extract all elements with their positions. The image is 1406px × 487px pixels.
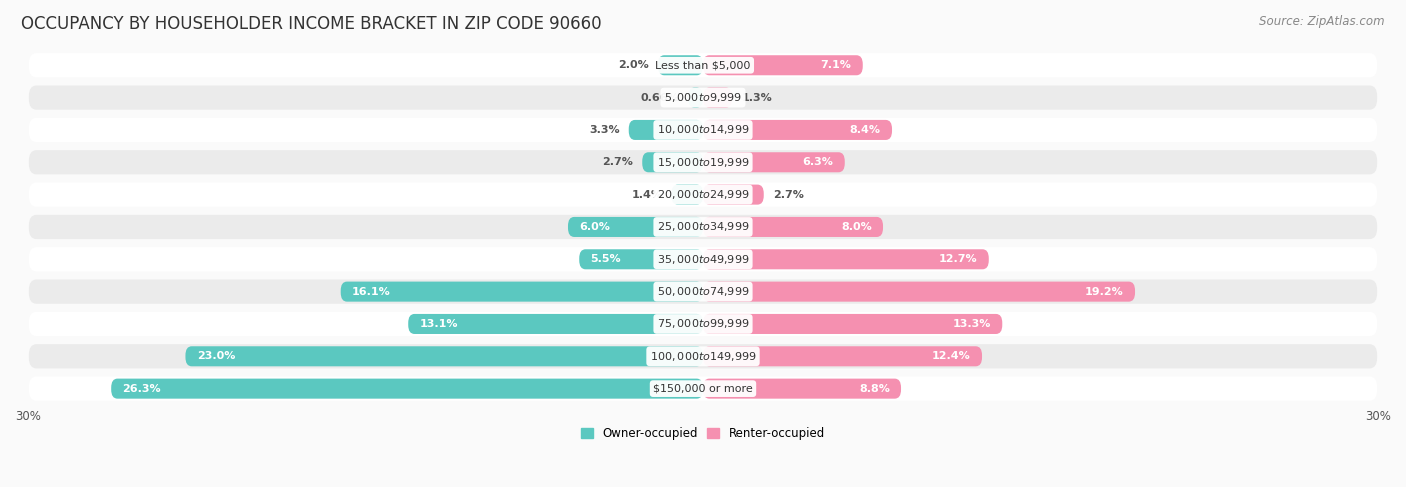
- FancyBboxPatch shape: [688, 88, 703, 108]
- Text: 13.1%: 13.1%: [419, 319, 458, 329]
- Text: $75,000 to $99,999: $75,000 to $99,999: [657, 318, 749, 331]
- Text: 2.7%: 2.7%: [773, 189, 804, 200]
- Text: 13.3%: 13.3%: [953, 319, 991, 329]
- Text: 1.4%: 1.4%: [631, 189, 662, 200]
- FancyBboxPatch shape: [30, 215, 1376, 239]
- FancyBboxPatch shape: [30, 183, 1376, 207]
- Text: 23.0%: 23.0%: [197, 351, 235, 361]
- FancyBboxPatch shape: [703, 217, 883, 237]
- Text: $25,000 to $34,999: $25,000 to $34,999: [657, 221, 749, 233]
- FancyBboxPatch shape: [672, 185, 703, 205]
- Text: 6.0%: 6.0%: [579, 222, 610, 232]
- FancyBboxPatch shape: [628, 120, 703, 140]
- Text: Source: ZipAtlas.com: Source: ZipAtlas.com: [1260, 15, 1385, 28]
- Text: $20,000 to $24,999: $20,000 to $24,999: [657, 188, 749, 201]
- Text: $15,000 to $19,999: $15,000 to $19,999: [657, 156, 749, 169]
- FancyBboxPatch shape: [703, 88, 733, 108]
- FancyBboxPatch shape: [568, 217, 703, 237]
- Text: 26.3%: 26.3%: [122, 384, 162, 393]
- Legend: Owner-occupied, Renter-occupied: Owner-occupied, Renter-occupied: [576, 423, 830, 445]
- FancyBboxPatch shape: [30, 118, 1376, 142]
- Text: $100,000 to $149,999: $100,000 to $149,999: [650, 350, 756, 363]
- FancyBboxPatch shape: [703, 281, 1135, 301]
- FancyBboxPatch shape: [30, 247, 1376, 271]
- Text: $5,000 to $9,999: $5,000 to $9,999: [664, 91, 742, 104]
- Text: $35,000 to $49,999: $35,000 to $49,999: [657, 253, 749, 266]
- FancyBboxPatch shape: [703, 314, 1002, 334]
- Text: 3.3%: 3.3%: [589, 125, 620, 135]
- FancyBboxPatch shape: [30, 376, 1376, 401]
- FancyBboxPatch shape: [703, 55, 863, 75]
- FancyBboxPatch shape: [658, 55, 703, 75]
- FancyBboxPatch shape: [703, 346, 981, 366]
- FancyBboxPatch shape: [30, 280, 1376, 304]
- Text: 16.1%: 16.1%: [352, 287, 391, 297]
- Text: Less than $5,000: Less than $5,000: [655, 60, 751, 70]
- FancyBboxPatch shape: [30, 53, 1376, 77]
- FancyBboxPatch shape: [30, 312, 1376, 336]
- FancyBboxPatch shape: [579, 249, 703, 269]
- FancyBboxPatch shape: [703, 378, 901, 399]
- FancyBboxPatch shape: [186, 346, 703, 366]
- Text: 19.2%: 19.2%: [1085, 287, 1123, 297]
- FancyBboxPatch shape: [703, 120, 891, 140]
- FancyBboxPatch shape: [30, 150, 1376, 174]
- Text: $10,000 to $14,999: $10,000 to $14,999: [657, 123, 749, 136]
- Text: $150,000 or more: $150,000 or more: [654, 384, 752, 393]
- Text: $50,000 to $74,999: $50,000 to $74,999: [657, 285, 749, 298]
- Text: OCCUPANCY BY HOUSEHOLDER INCOME BRACKET IN ZIP CODE 90660: OCCUPANCY BY HOUSEHOLDER INCOME BRACKET …: [21, 15, 602, 33]
- FancyBboxPatch shape: [703, 152, 845, 172]
- Text: 7.1%: 7.1%: [821, 60, 852, 70]
- FancyBboxPatch shape: [111, 378, 703, 399]
- Text: 0.66%: 0.66%: [640, 93, 679, 103]
- Text: 2.0%: 2.0%: [619, 60, 650, 70]
- Text: 12.7%: 12.7%: [939, 254, 977, 264]
- FancyBboxPatch shape: [408, 314, 703, 334]
- Text: 8.0%: 8.0%: [841, 222, 872, 232]
- Text: 6.3%: 6.3%: [803, 157, 834, 167]
- Text: 5.5%: 5.5%: [591, 254, 621, 264]
- Text: 1.3%: 1.3%: [741, 93, 772, 103]
- Text: 8.4%: 8.4%: [849, 125, 880, 135]
- Text: 12.4%: 12.4%: [932, 351, 970, 361]
- Text: 8.8%: 8.8%: [859, 384, 890, 393]
- FancyBboxPatch shape: [30, 344, 1376, 369]
- FancyBboxPatch shape: [703, 185, 763, 205]
- Text: 2.7%: 2.7%: [602, 157, 633, 167]
- FancyBboxPatch shape: [703, 249, 988, 269]
- FancyBboxPatch shape: [643, 152, 703, 172]
- FancyBboxPatch shape: [340, 281, 703, 301]
- FancyBboxPatch shape: [30, 86, 1376, 110]
